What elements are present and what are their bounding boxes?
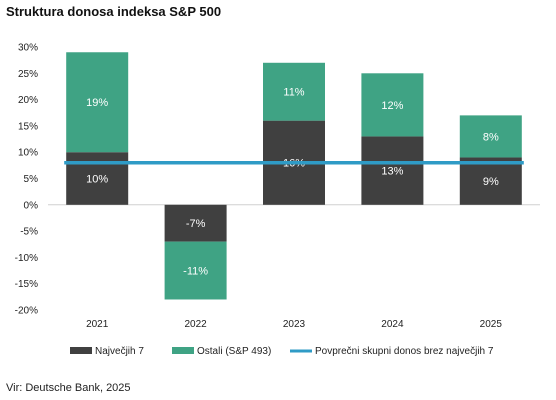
- y-tick-label: -15%: [15, 279, 38, 290]
- bar-segment-others-2023: [263, 62, 325, 121]
- data-label: 12%: [381, 100, 403, 112]
- data-label: 11%: [283, 87, 304, 99]
- bar-segment-others-2022: [164, 241, 227, 300]
- y-tick-label: 0%: [24, 200, 39, 211]
- data-label: 19%: [86, 97, 108, 109]
- chart-title: Struktura donosa indeksa S&P 500: [6, 4, 222, 19]
- legend-top7-label: Največjih 7: [95, 346, 144, 357]
- bar-segment-others-2025: [459, 115, 522, 158]
- y-tick-label: 10%: [18, 148, 38, 159]
- y-tick-label: -20%: [15, 306, 38, 317]
- legend-others-swatch: [172, 347, 194, 354]
- data-label: 9%: [483, 176, 499, 188]
- x-tick-label: 2021: [86, 319, 109, 330]
- y-tick-label: -5%: [20, 227, 38, 238]
- legend-others-label: Ostali (S&P 493): [197, 346, 271, 357]
- bar-segment-top7-2025: [459, 157, 522, 205]
- bar-segment-top7-2021: [66, 152, 129, 205]
- y-tick-label: 25%: [18, 69, 38, 80]
- y-tick-label: 30%: [18, 43, 38, 54]
- data-label: -7%: [186, 218, 206, 230]
- data-label: 10%: [86, 174, 108, 186]
- y-tick-label: 15%: [18, 121, 38, 132]
- bar-segment-others-2021: [66, 52, 129, 153]
- bar-segment-top7-2024: [361, 136, 424, 205]
- y-tick-label: 5%: [24, 174, 39, 185]
- source-note: Vir: Deutsche Bank, 2025: [6, 382, 131, 394]
- x-tick-label: 2022: [184, 319, 207, 330]
- y-tick-label: 20%: [18, 95, 38, 106]
- x-tick-label: 2023: [283, 319, 306, 330]
- legend-top7-swatch: [70, 347, 92, 354]
- bar-segment-top7-2022: [164, 204, 227, 242]
- data-label: 13%: [381, 166, 403, 178]
- x-tick-label: 2025: [480, 319, 503, 330]
- data-label: 8%: [483, 131, 499, 143]
- legend-average-label: Povprečni skupni donos brez največjih 7: [315, 346, 494, 357]
- data-label: -11%: [183, 266, 208, 278]
- x-tick-label: 2024: [381, 319, 404, 330]
- y-tick-label: -10%: [15, 253, 38, 264]
- bar-segment-others-2024: [361, 73, 424, 137]
